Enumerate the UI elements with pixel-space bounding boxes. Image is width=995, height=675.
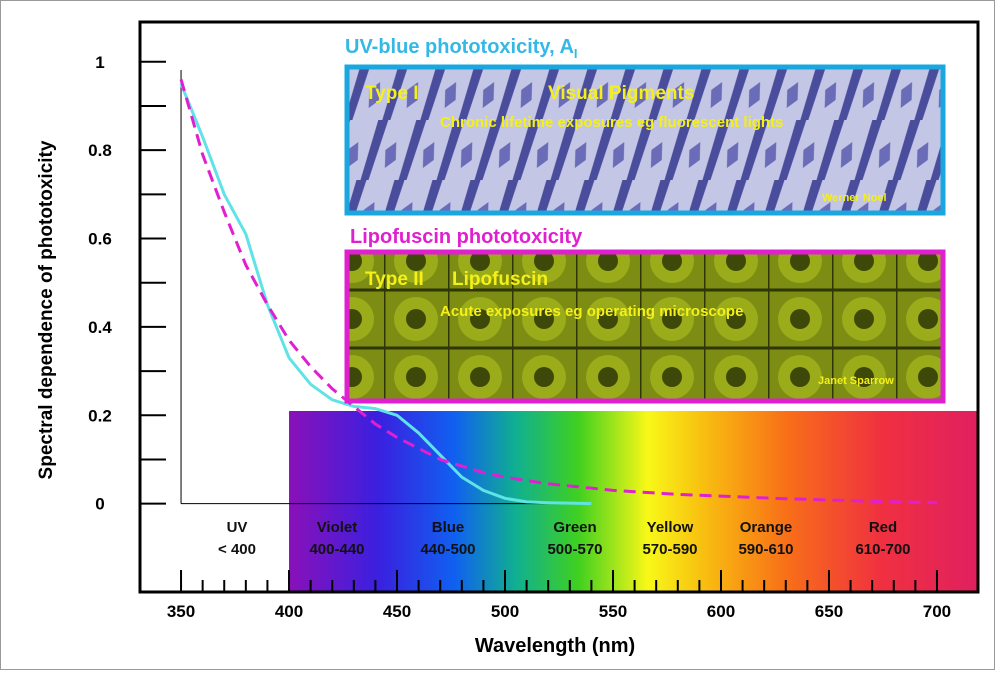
- y-tick-label: 0.2: [88, 406, 112, 425]
- x-axis-label: Wavelength (nm): [475, 635, 635, 657]
- y-tick-label: 0.6: [88, 230, 112, 249]
- panel-title: Lipofuscin phototoxicity: [350, 226, 583, 248]
- band-range: 440-500: [420, 541, 475, 558]
- x-tick-label: 700: [923, 602, 951, 621]
- band-range: 500-570: [547, 541, 602, 558]
- panel-title: UV-blue phototoxicity, AI: [345, 36, 578, 61]
- band-name: Blue: [432, 519, 465, 536]
- y-tick-label: 0.8: [88, 141, 112, 160]
- panel-type: Type II: [365, 269, 424, 290]
- band-range: < 400: [218, 541, 256, 558]
- x-tick-label: 450: [383, 602, 411, 621]
- y-tick-label: 0: [95, 495, 104, 514]
- panel-type: Type I: [365, 83, 419, 104]
- panel-image: [344, 249, 946, 404]
- x-tick-label: 350: [167, 602, 195, 621]
- panel-note: Acute exposures eg operating microscope: [440, 303, 743, 320]
- y-axis-label: Spectral dependence of phototoxicity: [36, 140, 57, 479]
- band-name: Red: [869, 519, 897, 536]
- panel-credit: Werner Noel: [822, 192, 887, 204]
- panel-credit: Janet Sparrow: [818, 375, 894, 387]
- band-range: 570-590: [642, 541, 697, 558]
- x-tick-label: 550: [599, 602, 627, 621]
- x-tick-label: 500: [491, 602, 519, 621]
- panel-title-subscript: I: [574, 46, 578, 61]
- panel-note: Chronic lifetime exposures eg fluorescen…: [440, 114, 783, 131]
- band-range: 610-700: [855, 541, 910, 558]
- plot-frame: [138, 20, 980, 594]
- x-tick-label: 400: [275, 602, 303, 621]
- series-line: [179, 79, 937, 505]
- panel-pigment: Visual Pigments: [548, 83, 694, 104]
- band-range: 400-440: [309, 541, 364, 558]
- y-tick-label: 1: [95, 53, 104, 72]
- band-name: Yellow: [647, 519, 694, 536]
- panel-title-text: UV-blue phototoxicity, A: [345, 36, 574, 58]
- band-name: Orange: [740, 519, 793, 536]
- panel-image: [344, 64, 946, 216]
- x-tick-label: 650: [815, 602, 843, 621]
- x-tick-label: 600: [707, 602, 735, 621]
- panel-pigment: Lipofuscin: [452, 269, 548, 290]
- series-line: [179, 83, 592, 506]
- band-name: Green: [553, 519, 596, 536]
- y-tick-label: 0.4: [88, 318, 112, 337]
- band-range: 590-610: [738, 541, 793, 558]
- band-name: Violet: [317, 519, 358, 536]
- band-name: UV: [227, 519, 248, 536]
